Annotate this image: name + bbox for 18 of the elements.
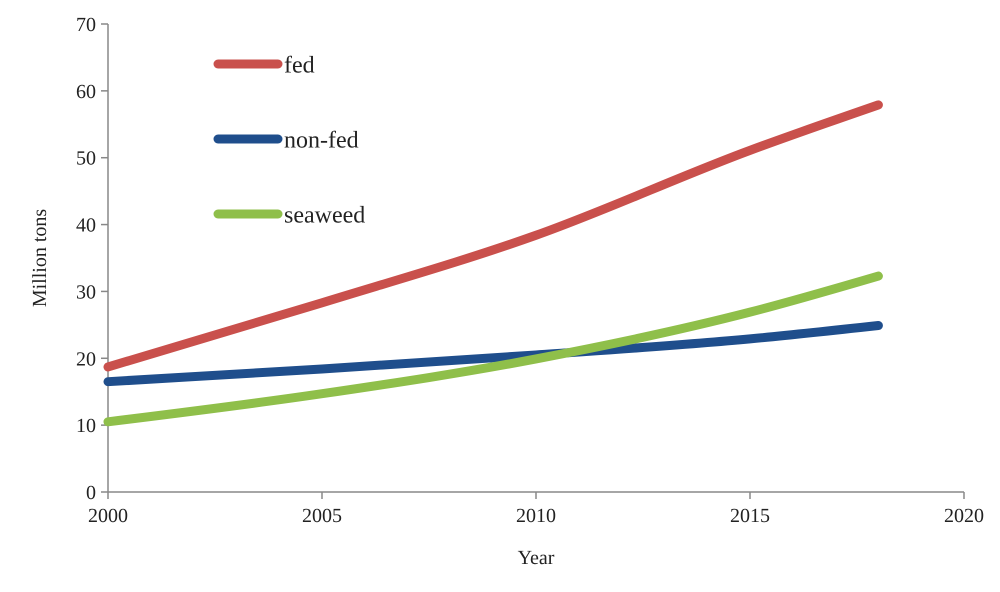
y-tick-label: 30 xyxy=(76,281,96,304)
x-tick-label: 2010 xyxy=(516,505,556,527)
y-axis-title: Million tons xyxy=(29,208,51,308)
y-tick-label: 50 xyxy=(76,148,96,170)
x-tick-label: 2005 xyxy=(302,505,342,527)
y-tick-label: 40 xyxy=(76,214,96,237)
x-axis-title: Year xyxy=(518,547,555,569)
legend-label: seaweed xyxy=(284,202,366,228)
y-tick-label: 70 xyxy=(76,14,96,36)
y-tick-label: 60 xyxy=(76,80,96,103)
x-tick-label: 2020 xyxy=(944,505,984,527)
y-tick-label: 20 xyxy=(76,348,96,370)
x-tick-label: 2000 xyxy=(88,505,128,527)
legend-label: fed xyxy=(284,52,315,78)
legend-label: non-fed xyxy=(284,127,359,154)
y-tick-label: 10 xyxy=(76,415,96,438)
x-tick-label: 2015 xyxy=(730,505,770,527)
y-tick-label: 0 xyxy=(86,482,96,504)
